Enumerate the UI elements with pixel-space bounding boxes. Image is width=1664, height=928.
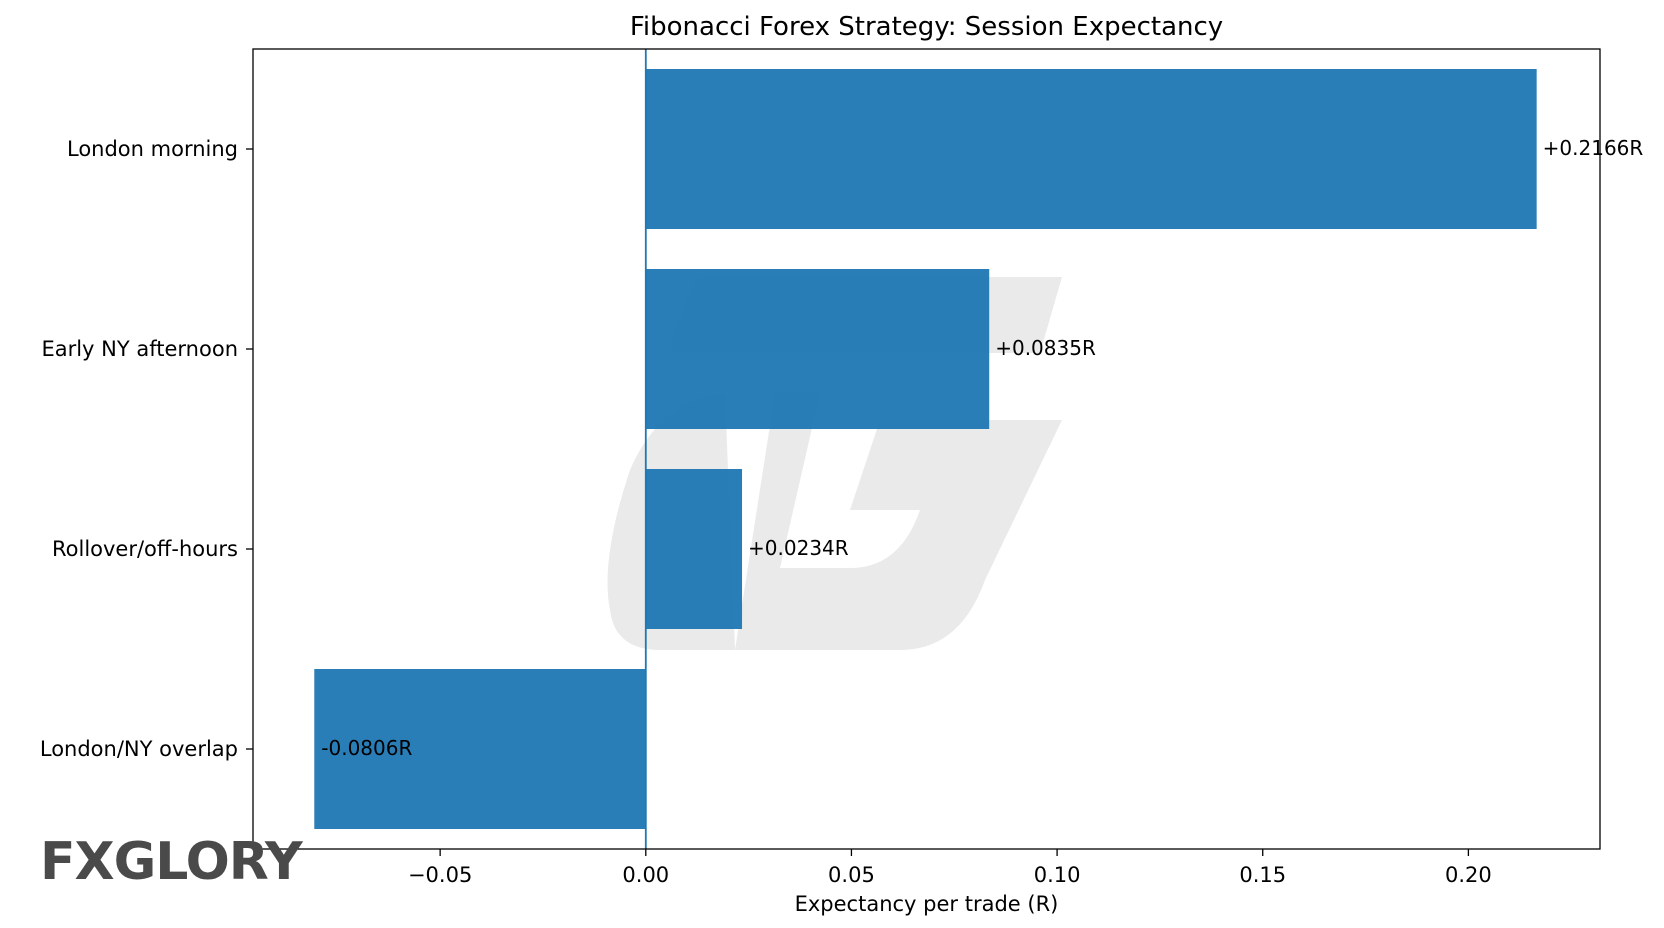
brand-logo: FXGLORY: [40, 836, 303, 888]
bar: [314, 669, 646, 829]
bars-group: [314, 69, 1537, 829]
data-labels-group: +0.2166R +0.0835R +0.0234R -0.0806R: [321, 136, 1643, 760]
brand-logo-part: FX: [40, 832, 115, 892]
y-tick-label: London morning: [67, 137, 238, 161]
x-tick-label: 0.00: [622, 863, 669, 887]
data-label: +0.0835R: [995, 336, 1096, 360]
x-tick-label: −0.05: [408, 863, 472, 887]
x-tick-label: 0.20: [1445, 863, 1492, 887]
watermark-shape: [735, 393, 1062, 650]
bar: [645, 469, 743, 629]
data-label: +0.2166R: [1543, 136, 1644, 160]
data-label: +0.0234R: [748, 536, 849, 560]
data-label: -0.0806R: [321, 736, 412, 760]
bar: [645, 269, 990, 429]
x-axis-label: Expectancy per trade (R): [795, 892, 1059, 916]
x-tick-label: 0.15: [1239, 863, 1286, 887]
x-tick-label: 0.05: [828, 863, 875, 887]
y-tick-label: Rollover/off-hours: [52, 537, 238, 561]
x-tick-label: 0.10: [1034, 863, 1081, 887]
bar: [645, 69, 1537, 229]
brand-logo-part: GLORY: [113, 832, 303, 892]
chart-title: Fibonacci Forex Strategy: Session Expect…: [630, 12, 1223, 42]
y-tick-label: Early NY afternoon: [41, 337, 238, 361]
y-tick-label: London/NY overlap: [40, 737, 238, 761]
x-axis-ticks: −0.05 0.00 0.05 0.10 0.15 0.20: [408, 849, 1492, 887]
y-axis-ticks: London morning Early NY afternoon Rollover…: [40, 137, 253, 761]
plot-frame: [252, 48, 1601, 850]
